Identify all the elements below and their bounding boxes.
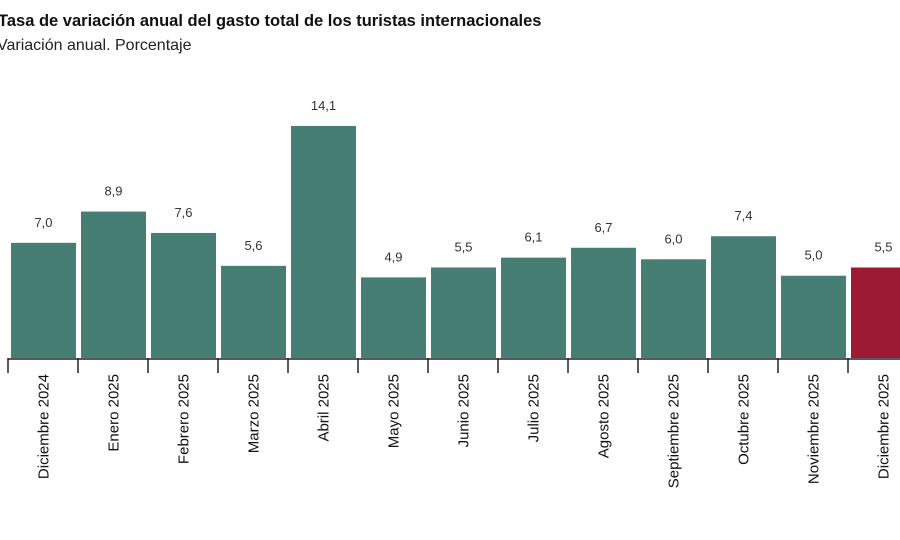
- bar: [431, 267, 496, 358]
- data-label: 7,0: [34, 215, 52, 230]
- bar: [291, 126, 356, 358]
- bar: [781, 275, 846, 358]
- x-tick-label: Noviembre 2025: [806, 374, 823, 484]
- bar: [641, 259, 706, 358]
- data-label: 5,0: [804, 248, 822, 263]
- x-tick-label: Diciembre 2024: [36, 374, 53, 479]
- data-label: 6,0: [664, 231, 682, 246]
- x-tick-label: Abril 2025: [316, 374, 333, 442]
- bar: [571, 247, 636, 358]
- bar: [151, 232, 216, 358]
- bar: [81, 211, 146, 358]
- x-tick-label: Septiembre 2025: [666, 374, 683, 488]
- data-label: 14,1: [311, 98, 336, 113]
- x-tick-label: Diciembre 2025: [876, 374, 893, 479]
- data-label: 7,4: [734, 208, 752, 223]
- bar: [11, 242, 76, 358]
- x-tick-label: Junio 2025: [456, 374, 473, 447]
- bar: [501, 257, 566, 358]
- chart-title: Tasa de variación anual del gasto total …: [0, 12, 542, 30]
- x-tick-label: Julio 2025: [526, 374, 543, 442]
- data-label: 8,9: [104, 184, 122, 199]
- data-label: 7,6: [174, 205, 192, 220]
- bar: [711, 236, 776, 358]
- x-tick-label: Marzo 2025: [246, 374, 263, 453]
- chart-subtitle: Variación anual. Porcentaje: [0, 37, 192, 54]
- data-label: 5,6: [244, 238, 262, 253]
- data-label: 5,5: [454, 240, 472, 255]
- x-tick-label: Mayo 2025: [386, 374, 403, 448]
- x-tick-label: Febrero 2025: [176, 374, 193, 464]
- bar: [361, 277, 426, 358]
- x-tick-label: Octubre 2025: [736, 374, 753, 465]
- data-label: 6,7: [594, 220, 612, 235]
- data-label: 4,9: [384, 249, 402, 264]
- x-tick-label: Enero 2025: [106, 374, 123, 452]
- data-label: 5,5: [874, 240, 892, 255]
- bar: [221, 265, 286, 358]
- x-tick-label: Agosto 2025: [596, 374, 613, 458]
- data-label: 6,1: [524, 230, 542, 245]
- bar: [851, 267, 900, 358]
